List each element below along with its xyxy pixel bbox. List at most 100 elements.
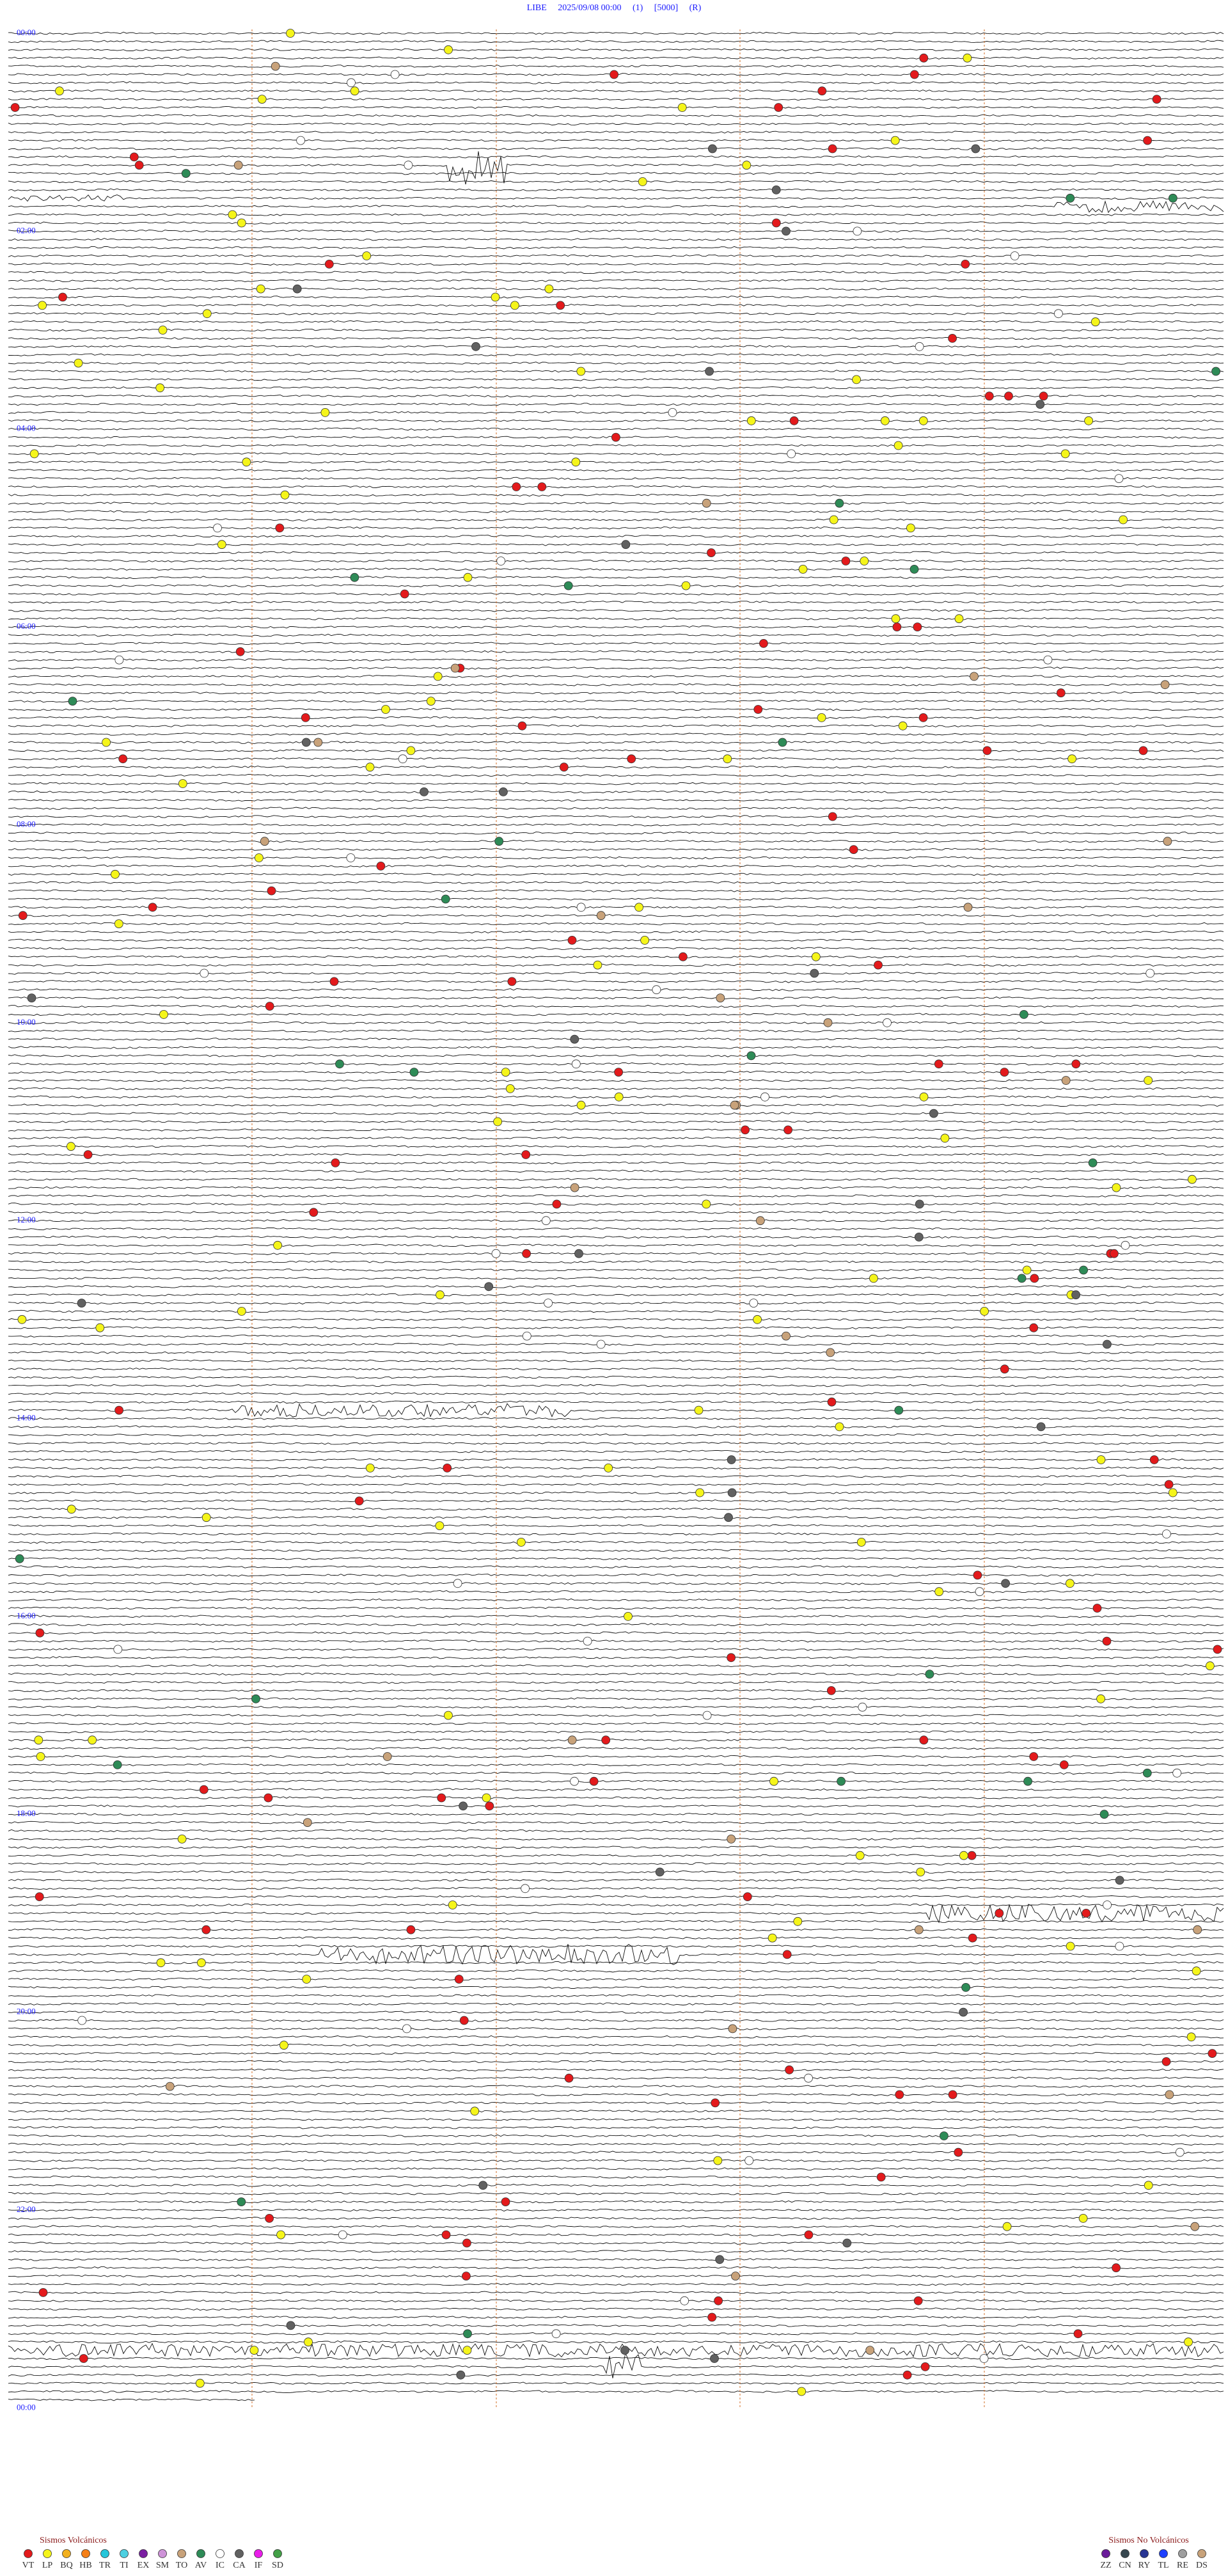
event-marker bbox=[1010, 251, 1019, 260]
trace bbox=[8, 1730, 1224, 1734]
trace bbox=[8, 2274, 1224, 2278]
event-marker bbox=[329, 977, 339, 986]
trace bbox=[8, 1623, 1224, 1627]
trace bbox=[8, 328, 1224, 332]
event-marker bbox=[705, 367, 714, 376]
event-marker bbox=[1213, 1645, 1222, 1654]
trace bbox=[8, 675, 1224, 678]
event-marker bbox=[200, 968, 209, 978]
event-marker bbox=[335, 1059, 344, 1069]
trace bbox=[8, 1318, 1224, 1322]
trace bbox=[8, 1062, 1224, 1066]
event-marker bbox=[1066, 1579, 1074, 1588]
event-marker bbox=[624, 1611, 633, 1621]
event-marker bbox=[165, 2082, 175, 2091]
trace bbox=[8, 972, 1224, 975]
event-marker bbox=[279, 2041, 288, 2050]
trace bbox=[8, 633, 1224, 637]
event-marker bbox=[1165, 2090, 1174, 2099]
trace bbox=[8, 1137, 1224, 1140]
event-marker bbox=[856, 1537, 866, 1547]
event-marker bbox=[793, 1916, 803, 1926]
event-marker bbox=[1103, 1900, 1112, 1909]
event-marker bbox=[441, 2230, 451, 2240]
trace bbox=[8, 1128, 1224, 1132]
trace bbox=[8, 526, 1224, 530]
event-marker bbox=[1192, 1966, 1201, 1976]
event-marker bbox=[301, 738, 311, 747]
event-marker bbox=[727, 1455, 736, 1464]
trace bbox=[8, 1301, 1224, 1305]
event-marker bbox=[178, 779, 187, 788]
event-marker bbox=[77, 1299, 86, 1308]
trace bbox=[8, 1425, 1224, 1428]
event-marker bbox=[614, 1068, 623, 1077]
event-marker bbox=[913, 2296, 923, 2305]
trace bbox=[8, 1375, 1224, 1379]
event-marker bbox=[443, 1463, 452, 1473]
event-marker bbox=[798, 565, 808, 574]
trace bbox=[8, 279, 1224, 283]
trace bbox=[8, 510, 1224, 513]
trace bbox=[8, 1004, 1224, 1008]
event-marker bbox=[251, 1694, 260, 1703]
trace bbox=[8, 271, 1224, 274]
trace bbox=[8, 1474, 1224, 1478]
event-marker bbox=[898, 721, 908, 731]
event-marker bbox=[35, 1628, 45, 1638]
event-marker bbox=[404, 161, 413, 170]
trace bbox=[8, 2208, 1224, 2212]
trace bbox=[8, 1821, 1224, 1824]
event-marker bbox=[826, 1686, 836, 1695]
event-marker bbox=[496, 557, 506, 565]
trace bbox=[8, 1557, 1224, 1560]
event-marker bbox=[826, 1348, 835, 1357]
trace bbox=[8, 1755, 1224, 1758]
event-marker bbox=[450, 663, 460, 673]
event-marker bbox=[437, 1793, 446, 1803]
trace bbox=[8, 320, 1224, 324]
event-marker bbox=[716, 993, 725, 1002]
event-marker bbox=[228, 210, 237, 219]
trace bbox=[8, 1038, 1224, 1041]
event-marker bbox=[858, 1702, 867, 1712]
event-marker bbox=[919, 1735, 929, 1745]
trace bbox=[8, 1515, 1224, 1519]
event-marker bbox=[113, 1645, 123, 1654]
event-marker bbox=[680, 2296, 689, 2305]
trace bbox=[8, 1705, 1224, 1709]
trace bbox=[8, 601, 1224, 604]
trace bbox=[8, 1252, 1224, 1256]
event-marker bbox=[159, 1010, 168, 1019]
trace bbox=[8, 1771, 1224, 1775]
event-marker bbox=[708, 144, 717, 154]
event-marker bbox=[376, 862, 386, 871]
event-marker bbox=[302, 1975, 311, 1984]
event-marker bbox=[199, 1785, 209, 1794]
trace bbox=[8, 155, 1224, 159]
legend-swatch bbox=[62, 2549, 71, 2558]
trace bbox=[8, 1161, 1224, 1165]
event-marker bbox=[158, 326, 168, 335]
event-marker bbox=[829, 515, 838, 525]
trace bbox=[8, 2035, 1224, 2039]
event-marker bbox=[702, 1711, 712, 1720]
event-marker bbox=[237, 218, 246, 228]
event-marker bbox=[390, 70, 400, 79]
trace bbox=[8, 881, 1224, 884]
trace bbox=[8, 370, 1224, 373]
trace bbox=[8, 1540, 1224, 1544]
event-marker bbox=[88, 1735, 97, 1745]
trace bbox=[8, 81, 1224, 84]
trace bbox=[8, 213, 1224, 216]
hour-label: 08:00 bbox=[17, 819, 36, 828]
event-marker bbox=[17, 1315, 27, 1324]
event-marker bbox=[853, 226, 862, 236]
event-marker bbox=[264, 1793, 273, 1803]
event-marker bbox=[954, 614, 964, 624]
event-marker bbox=[68, 697, 77, 706]
trace bbox=[8, 823, 1224, 826]
trace bbox=[8, 444, 1224, 447]
event-marker bbox=[769, 1776, 778, 1786]
event-marker bbox=[828, 812, 837, 821]
